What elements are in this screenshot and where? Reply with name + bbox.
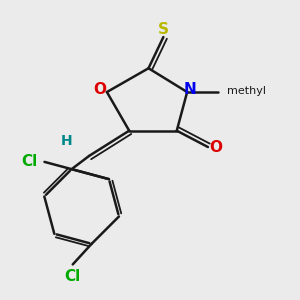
Text: Cl: Cl xyxy=(22,154,38,169)
Text: methyl: methyl xyxy=(227,85,266,96)
Text: S: S xyxy=(158,22,169,37)
Text: H: H xyxy=(61,134,73,148)
Text: N: N xyxy=(183,82,196,97)
Text: O: O xyxy=(93,82,106,97)
Text: Cl: Cl xyxy=(64,269,81,284)
Text: O: O xyxy=(209,140,222,154)
